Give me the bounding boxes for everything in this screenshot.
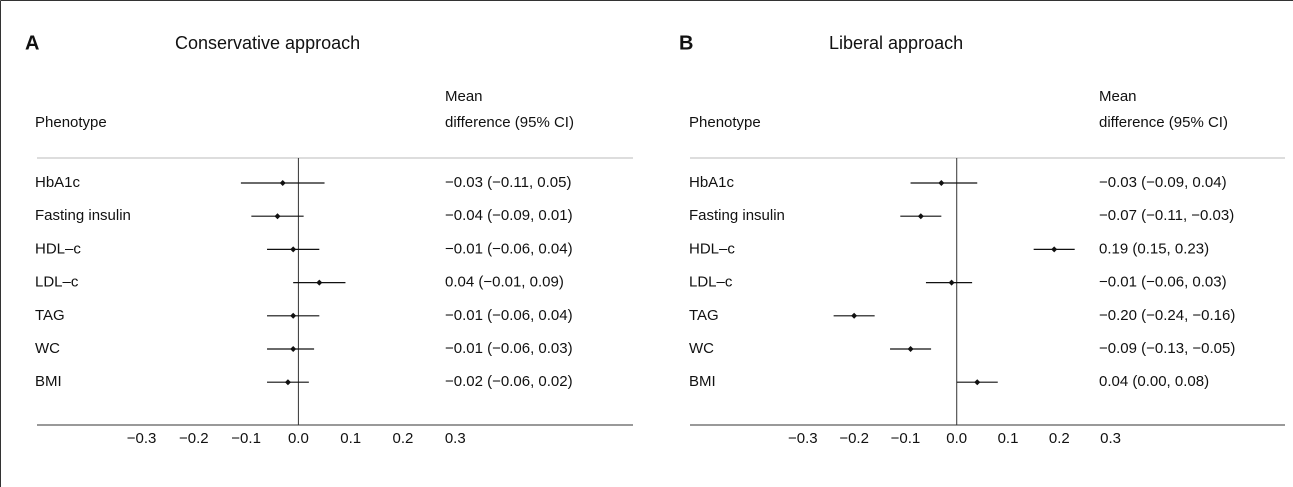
point-estimate: [290, 312, 297, 319]
x-tick-label: 0.3: [1100, 430, 1121, 447]
column-header: difference (95% CI): [1099, 114, 1228, 131]
x-tick-label: −0.3: [788, 430, 818, 447]
value-label: −0.01 (−0.06, 0.04): [445, 240, 573, 257]
point-estimate: [290, 346, 297, 352]
x-tick-label: 0.2: [393, 430, 414, 447]
point-estimate: [290, 246, 297, 253]
value-label: 0.04 (0.00, 0.08): [1099, 373, 1209, 390]
value-label: 0.04 (−0.01, 0.09): [445, 274, 564, 291]
point-estimate: [284, 379, 291, 386]
point-estimate: [974, 379, 981, 386]
x-tick-label: −0.3: [127, 430, 157, 447]
panel-title: Conservative approach: [175, 33, 360, 53]
value-label: −0.01 (−0.06, 0.03): [445, 340, 573, 357]
point-estimate: [274, 213, 281, 220]
value-label: −0.20 (−0.24, −0.16): [1099, 307, 1235, 324]
category-label: Fasting insulin: [35, 207, 131, 224]
column-header: Mean: [1099, 88, 1137, 105]
point-estimate: [938, 180, 945, 186]
panel-label: B: [679, 32, 693, 54]
column-header: difference (95% CI): [445, 114, 574, 131]
point-estimate: [279, 180, 286, 186]
value-label: −0.01 (−0.06, 0.03): [1099, 274, 1227, 291]
x-tick-label: 0.1: [340, 430, 361, 447]
category-label: WC: [35, 340, 60, 357]
category-label: Fasting insulin: [689, 207, 785, 224]
value-label: −0.01 (−0.06, 0.04): [445, 307, 573, 324]
value-label: −0.03 (−0.11, 0.05): [445, 174, 571, 191]
category-label: BMI: [35, 373, 62, 390]
column-header: Phenotype: [689, 114, 761, 131]
x-tick-label: 0.3: [445, 430, 466, 447]
point-estimate: [907, 346, 914, 352]
category-label: BMI: [689, 373, 716, 390]
category-label: TAG: [689, 307, 719, 324]
column-header: Phenotype: [35, 114, 107, 131]
category-label: TAG: [35, 307, 65, 324]
point-estimate: [316, 279, 323, 286]
point-estimate: [948, 279, 955, 286]
value-label: −0.09 (−0.13, −0.05): [1099, 340, 1235, 357]
column-header: Mean: [445, 88, 483, 105]
value-label: 0.19 (0.15, 0.23): [1099, 240, 1209, 257]
x-tick-label: 0.0: [288, 430, 309, 447]
category-label: LDL–c: [35, 274, 79, 291]
panel-label: A: [25, 32, 39, 54]
category-label: LDL–c: [689, 274, 733, 291]
x-tick-label: −0.2: [179, 430, 209, 447]
category-label: HDL–c: [689, 240, 735, 257]
panel-title: Liberal approach: [829, 33, 963, 53]
x-tick-label: −0.1: [231, 430, 261, 447]
category-label: HDL–c: [35, 240, 81, 257]
value-label: −0.07 (−0.11, −0.03): [1099, 207, 1234, 224]
category-label: WC: [689, 340, 714, 357]
x-tick-label: −0.1: [891, 430, 921, 447]
category-label: HbA1c: [35, 174, 81, 191]
x-tick-label: −0.2: [839, 430, 869, 447]
point-estimate: [917, 213, 924, 220]
value-label: −0.02 (−0.06, 0.02): [445, 373, 573, 390]
category-label: HbA1c: [689, 174, 735, 191]
x-tick-label: 0.2: [1049, 430, 1070, 447]
value-label: −0.04 (−0.09, 0.01): [445, 207, 573, 224]
point-estimate: [1051, 246, 1058, 253]
point-estimate: [851, 312, 858, 319]
value-label: −0.03 (−0.09, 0.04): [1099, 174, 1227, 191]
x-tick-label: 0.0: [946, 430, 967, 447]
x-tick-label: 0.1: [998, 430, 1019, 447]
